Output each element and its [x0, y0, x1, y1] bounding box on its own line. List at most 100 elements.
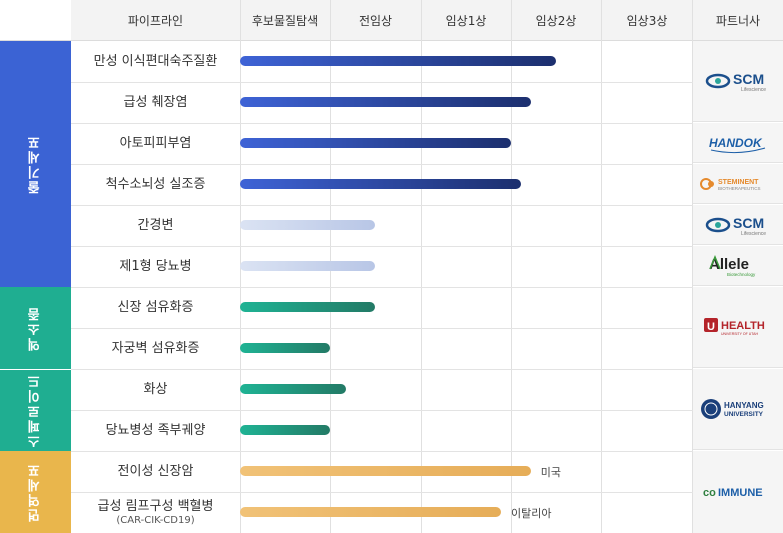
header-phase1: 임상1상 [421, 0, 511, 41]
progress-bar [240, 466, 531, 476]
pipeline-row-label: 만성 이식편대숙주질환 [71, 41, 240, 82]
partner-scm-2: SCM Lifescience [693, 205, 783, 245]
pipeline-row-label: 화상 [71, 369, 240, 410]
pipeline-row-label: 척수소뇌성 실조증 [71, 164, 240, 205]
partner-tagline: Lifescience [741, 231, 766, 237]
progress-bar [240, 261, 376, 271]
partner-tagline: UNIVERSITY OF UTAH [721, 332, 758, 336]
partner-handok: HANDOK [693, 123, 783, 163]
coimmune-logo: co IMMUNE [703, 487, 763, 499]
scm-logo: SCM Lifescience [705, 215, 766, 237]
row-divider [71, 451, 693, 452]
category-spheroid: 스페로이드 [0, 369, 71, 451]
partner-name: Allele [709, 256, 749, 273]
utah-logo: U HEALTH UNIVERSITY OF UTAH [704, 318, 765, 336]
pipeline-row-label: 제1형 당뇨병 [71, 246, 240, 287]
category-exosome: 엑소좀 [0, 287, 71, 369]
progress-bar [240, 384, 346, 394]
row-divider [71, 123, 693, 124]
partner-tagline: Biotechnology [727, 272, 756, 277]
category-label: 면역세포 [28, 462, 43, 522]
row-divider [71, 164, 693, 165]
partner-name: HANYANG [724, 401, 764, 410]
partner-name: SCM [733, 71, 764, 87]
handok-logo: HANDOK [709, 136, 766, 153]
header-blank [0, 0, 71, 41]
partner-name: HANDOK [709, 136, 763, 150]
progress-bar [240, 343, 331, 353]
header-pipeline: 파이프라인 [71, 0, 240, 41]
row-name: 척수소뇌성 실조증 [105, 176, 206, 192]
partner-tagline: UNIVERSITY [724, 411, 764, 418]
grid-line [692, 0, 693, 533]
category-immune-cell: 면역세포 [0, 451, 71, 533]
partner-coimmune: co IMMUNE [693, 451, 783, 533]
partner-name: SCM [733, 215, 764, 231]
row-subtitle: (CAR-CIK-CD19) [116, 514, 195, 526]
progress-bar [240, 138, 511, 148]
partner-steminent: STEMINENT BIOTHERAPEUTICS [693, 164, 783, 204]
pipeline-row-label: 급성 림프구성 백혈병 (CAR-CIK-CD19) [71, 492, 240, 533]
progress-bar [240, 302, 376, 312]
pipeline-row-label: 급성 췌장염 [71, 82, 240, 123]
hanyang-logo: HANYANG UNIVERSITY [701, 399, 764, 419]
pipeline-row-label: 자궁벽 섬유화증 [71, 328, 240, 369]
pipeline-row-label: 당뇨병성 족부궤양 [71, 410, 240, 451]
allele-logo: Allele Biotechnology [709, 254, 756, 277]
pipeline-row-label: 전이성 신장암 [71, 451, 240, 492]
progress-bar [240, 507, 501, 517]
partner-allele: Allele Biotechnology [693, 246, 783, 286]
row-divider [71, 328, 693, 329]
row-divider [71, 492, 693, 493]
partner-prefix: co [703, 487, 716, 499]
progress-bar [240, 179, 521, 189]
grid-line [511, 0, 512, 533]
row-name: 급성 췌장염 [123, 94, 188, 110]
svg-text:U: U [707, 321, 715, 333]
header-phase2: 임상2상 [511, 0, 601, 41]
region-note: 미국 [540, 466, 562, 479]
partner-scm: SCM Lifescience [693, 41, 783, 122]
progress-bar [240, 56, 557, 66]
row-name: 제1형 당뇨병 [119, 258, 192, 274]
partner-tagline: BIOTHERAPEUTICS [718, 186, 761, 191]
region-note: 이탈리아 [510, 507, 552, 520]
header-phase3: 임상3상 [601, 0, 693, 41]
partner-tagline: Lifescience [741, 87, 766, 93]
category-label: 줄기세포 [28, 134, 43, 194]
partner-name: STEMINENT [718, 179, 759, 186]
row-divider [71, 246, 693, 247]
row-name: 신장 섬유화증 [117, 299, 194, 315]
scm-logo: SCM Lifescience [705, 71, 766, 93]
row-divider [71, 287, 693, 288]
row-divider [71, 410, 693, 411]
progress-bar [240, 220, 376, 230]
progress-bar [240, 97, 531, 107]
row-name: 전이성 신장암 [117, 463, 194, 479]
steminent-logo: STEMINENT BIOTHERAPEUTICS [700, 177, 761, 191]
row-name: 당뇨병성 족부궤양 [105, 422, 206, 438]
row-name: 만성 이식편대숙주질환 [93, 53, 218, 69]
partner-hanyang: HANYANG UNIVERSITY [693, 369, 783, 450]
row-name: 화상 [143, 381, 168, 397]
progress-bar [240, 425, 331, 435]
pipeline-row-label: 간경변 [71, 205, 240, 246]
row-name: 아토피피부염 [119, 135, 192, 151]
row-divider [71, 205, 693, 206]
partner-utah: U HEALTH UNIVERSITY OF UTAH [693, 287, 783, 368]
grid-line [421, 0, 422, 533]
header-partner: 파트너사 [693, 0, 783, 41]
pipeline-row-label: 아토피피부염 [71, 123, 240, 164]
row-divider [71, 82, 693, 83]
row-name: 자궁벽 섬유화증 [111, 340, 200, 356]
pipeline-row-label: 신장 섬유화증 [71, 287, 240, 328]
grid-line [601, 0, 602, 533]
header-discovery: 후보물질탐색 [240, 0, 330, 41]
partner-name: HEALTH [721, 320, 765, 332]
category-stem-cell: 줄기세포 [0, 41, 71, 287]
category-label: 스페로이드 [28, 373, 43, 448]
category-label: 엑소좀 [28, 305, 43, 351]
row-name: 급성 림프구성 백혈병 [97, 498, 214, 514]
partner-name: IMMUNE [718, 487, 763, 499]
